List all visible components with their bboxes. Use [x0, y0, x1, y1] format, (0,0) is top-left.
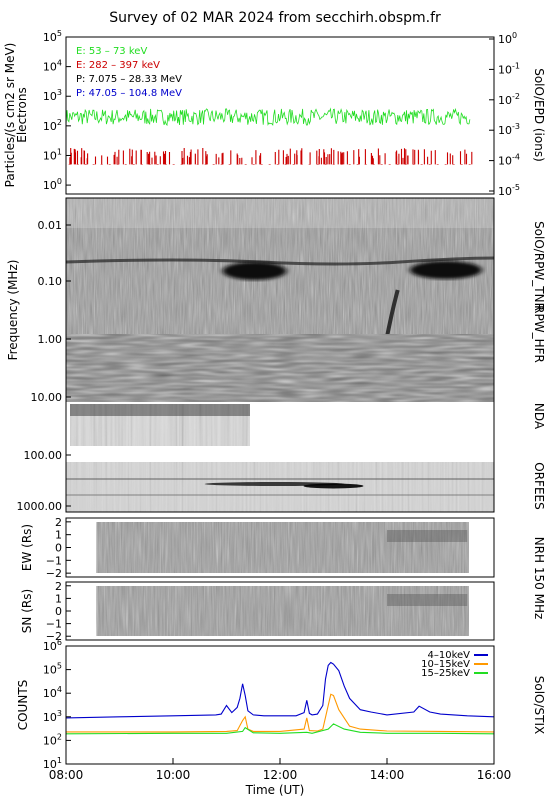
stix-series-1525keV: [65, 723, 495, 735]
nrh-sn-ylabel: SN (Rs): [20, 589, 34, 633]
nrh-ew-ytick-label: 0: [55, 542, 62, 555]
panel-label-rpw_tnr: SolO/RPW_TNR: [532, 221, 546, 311]
chart-title: Survey of 02 MAR 2024 from secchirh.obsp…: [109, 10, 441, 26]
nrh-ew-ytick-label: 1: [55, 529, 62, 542]
nrh-sn-ytick-label: −2: [46, 630, 62, 643]
epd-legend-entry: P: 47.05 – 104.8 MeV: [76, 88, 182, 99]
panel-label-nda: NDA: [532, 403, 546, 430]
stix-series-1015keV: [66, 693, 495, 733]
epd-legend-entry: E: 282 – 397 keV: [76, 60, 160, 71]
xtick-label: 16:00: [477, 768, 512, 782]
freq-ytick-label: 100.00: [24, 449, 63, 462]
stix-ytick-label: 102: [43, 732, 62, 747]
panel-label-orfees: ORFEES: [532, 462, 546, 509]
freq-ytick-label: 10.00: [31, 391, 63, 404]
xtick-label: 12:00: [263, 768, 298, 782]
xtick-label: 10:00: [156, 768, 191, 782]
epd-ytick-right-label: 10-1: [498, 61, 520, 76]
nrh-sn-ytick-label: 1: [55, 592, 62, 605]
epd-ytick-label: 105: [43, 29, 62, 44]
spectrogram-frame: [65, 197, 495, 513]
nrh-ew-ytick-label: 2: [55, 516, 62, 529]
nrh-ew-ytick-label: −1: [46, 554, 62, 567]
freq-ytick-label: 1.00: [38, 333, 63, 346]
tnr-burst-2: [409, 261, 482, 279]
epd-ytick-right-label: 100: [498, 31, 517, 46]
epd-ytick-right-label: 10-2: [498, 92, 520, 107]
orfees-texture: [66, 462, 494, 512]
panel-label-epd: SolO/EPD (ions): [532, 68, 546, 162]
xtick-label: 08:00: [49, 768, 84, 782]
nrh-ew-ylabel: EW (Rs): [20, 524, 34, 571]
nrh-sn-ytick-label: 2: [55, 580, 62, 593]
freq-ytick-label: 0.01: [38, 219, 63, 232]
epd-ytick-label: 103: [43, 88, 62, 103]
epd-ytick-right-label: 10-5: [498, 183, 520, 198]
freq-ytick-label: 1000.00: [17, 500, 63, 513]
stix-legend-label: 10–15keV: [421, 659, 470, 670]
epd-series-282-397kev: [69, 148, 473, 165]
stix-ytick-label: 101: [43, 756, 62, 771]
stix-ytick-label: 103: [43, 709, 62, 724]
orfees-emission-2: [303, 483, 364, 489]
xtick-label: 14:00: [370, 768, 405, 782]
epd-ytick-label: 104: [43, 59, 62, 74]
nrh-sn-texture: [96, 586, 469, 636]
nrh-ew-texture: [96, 522, 469, 573]
rpw-hfr-texture: [66, 334, 494, 402]
epd-ytick-right-label: 10-3: [498, 122, 520, 137]
epd-ytick-right-label: 10-4: [498, 153, 520, 168]
radio-spectrogram: [65, 198, 495, 512]
nrh-ew-bright-region: [387, 530, 468, 542]
epd-ytick-label: 102: [43, 118, 62, 133]
stix-ytick-label: 105: [43, 662, 62, 677]
epd-ylabel: Particles/(s cm2 sr MeV)Electrons: [3, 43, 29, 188]
nrh-ew-ytick-label: −2: [46, 567, 62, 580]
freq-ytick-label: 0.10: [38, 275, 63, 288]
freq-ylabel: Frequency (MHz): [6, 260, 20, 361]
panel-label-stix: SolO/STIX: [532, 676, 546, 735]
epd-ytick-label: 101: [43, 147, 62, 162]
stix-series-410keV: [65, 661, 495, 719]
nrh-sn-bright-region: [387, 594, 468, 606]
panel-label-nrh: NRH 150 MHz: [532, 537, 546, 620]
nrh-sn-ytick-label: −1: [46, 618, 62, 631]
nda-top-band: [70, 404, 250, 416]
epd-panel-frame: [65, 36, 495, 195]
stix-ytick-label: 104: [43, 685, 62, 700]
stix-ytick-label: 106: [43, 638, 62, 653]
epd-legend-entry: E: 53 – 73 keV: [76, 46, 147, 57]
x-axis-label: Time (UT): [245, 783, 305, 797]
rpw-tnr-top-band: [66, 198, 494, 228]
stix-legend-label: 15–25keV: [421, 668, 470, 679]
stix-legend-label: 4–10keV: [427, 650, 470, 661]
epd-legend-entry: P: 7.075 – 28.33 MeV: [76, 74, 182, 85]
tnr-plasma-line: [65, 256, 495, 266]
epd-series-53-73kev: [65, 107, 471, 127]
panel-label-rpw_hfr: RPW_HFR: [532, 305, 546, 363]
nda-texture: [70, 404, 250, 446]
stix-ylabel: COUNTS: [16, 680, 30, 731]
nrh-sn-ytick-label: 0: [55, 605, 62, 618]
tnr-burst-1: [222, 262, 287, 280]
epd-ytick-label: 100: [43, 177, 62, 192]
